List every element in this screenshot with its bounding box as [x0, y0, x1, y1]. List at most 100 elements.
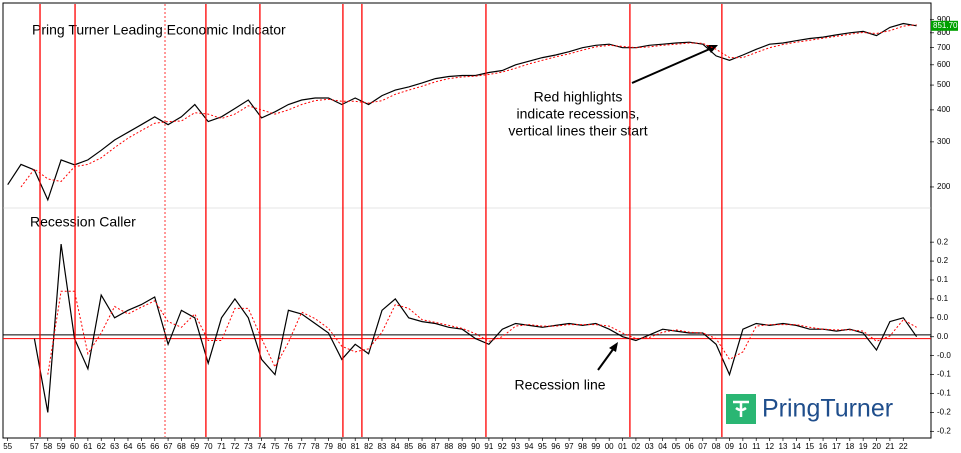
y-tick-label: 800 — [937, 28, 951, 37]
x-tick-label: 09 — [725, 442, 734, 451]
x-tick-label: 98 — [578, 442, 587, 451]
x-tick-label: 83 — [377, 442, 386, 451]
x-tick-label: 84 — [391, 442, 400, 451]
series-line — [7, 22, 917, 202]
x-tick-label: 81 — [351, 442, 360, 451]
x-tick-label: 20 — [872, 442, 881, 451]
chart-title: Pring Turner Leading Economic Indicator — [32, 22, 286, 38]
x-tick-label: 87 — [431, 442, 440, 451]
x-tick-label: 93 — [511, 442, 520, 451]
y-tick-label: -0.2 — [937, 408, 951, 417]
x-tick-label: 86 — [418, 442, 427, 451]
series-line — [33, 244, 918, 413]
x-tick-label: 65 — [137, 442, 146, 451]
x-tick-label: 00 — [605, 442, 614, 451]
x-tick-label: 88 — [444, 442, 453, 451]
current-value-box — [931, 20, 958, 31]
x-tick-label: 10 — [738, 442, 747, 451]
x-tick-label: 01 — [618, 442, 627, 451]
x-tick-label: 17 — [832, 442, 841, 451]
x-tick-label: 78 — [311, 442, 320, 451]
x-tick-label: 94 — [525, 442, 534, 451]
logo-glyph — [733, 400, 749, 417]
current-value-label: 851.70 — [933, 21, 958, 30]
x-tick-label: 58 — [43, 442, 52, 451]
x-tick-label: 59 — [57, 442, 66, 451]
x-tick-label: 18 — [845, 442, 854, 451]
series-line — [20, 24, 917, 188]
x-tick-label: 08 — [712, 442, 721, 451]
x-tick-label: 75 — [271, 442, 280, 451]
plot-frame — [2, 2, 932, 439]
annotation-arrow — [597, 347, 615, 371]
y-tick-label: 600 — [937, 60, 951, 69]
x-tick-label: 22 — [899, 442, 908, 451]
x-tick-label: 67 — [164, 442, 173, 451]
x-tick-label: 92 — [498, 442, 507, 451]
x-tick-label: 66 — [150, 442, 159, 451]
x-tick-label: 63 — [110, 442, 119, 451]
x-tick-label: 74 — [257, 442, 266, 451]
x-tick-label: 62 — [97, 442, 106, 451]
x-tick-label: 61 — [83, 442, 92, 451]
y-tick-label: -0.0 — [937, 351, 951, 360]
y-tick-label: 0.2 — [937, 256, 949, 265]
logo: PringTurner — [726, 394, 893, 424]
series-line — [47, 290, 917, 375]
x-tick-label: 60 — [70, 442, 79, 451]
y-tick-label: 700 — [937, 43, 951, 52]
y-tick-label: 0.0 — [937, 313, 949, 322]
y-tick-label: 0.1 — [937, 275, 949, 284]
x-tick-label: 02 — [631, 442, 640, 451]
x-tick-label: 11 — [752, 442, 761, 451]
y-tick-label: 0.0 — [937, 332, 949, 341]
x-tick-label: 05 — [672, 442, 681, 451]
x-tick-label: 15 — [805, 442, 814, 451]
x-tick-label: 72 — [230, 442, 239, 451]
x-tick-label: 07 — [698, 442, 707, 451]
x-tick-label: 97 — [565, 442, 574, 451]
x-tick-label: 71 — [217, 442, 226, 451]
x-tick-label: 16 — [819, 442, 828, 451]
x-tick-label: 76 — [284, 442, 293, 451]
arrow-head — [609, 342, 618, 352]
x-tick-label: 82 — [364, 442, 373, 451]
annotation: Red highlights — [534, 89, 623, 105]
x-tick-label: 95 — [538, 442, 547, 451]
chart-title: Recession Caller — [30, 214, 136, 230]
x-tick-label: 80 — [337, 442, 346, 451]
y-tick-label: 500 — [937, 80, 951, 89]
x-tick-label: 04 — [658, 442, 667, 451]
y-tick-label: 300 — [937, 137, 951, 146]
annotation: Recession line — [514, 377, 605, 393]
y-tick-label: -0.1 — [937, 389, 951, 398]
x-tick-label: 19 — [859, 442, 868, 451]
x-tick-label: 96 — [551, 442, 560, 451]
y-tick-label: -0.2 — [937, 426, 951, 435]
y-tick-label: 0.2 — [937, 237, 949, 246]
arrow-head — [706, 45, 718, 53]
x-tick-label: 77 — [297, 442, 306, 451]
x-tick-label: 57 — [30, 442, 39, 451]
x-tick-label: 90 — [471, 442, 480, 451]
x-tick-label: 14 — [792, 442, 801, 451]
x-tick-label: 21 — [885, 442, 894, 451]
x-tick-label: 70 — [204, 442, 213, 451]
y-tick-label: 0.1 — [937, 294, 949, 303]
x-tick-label: 85 — [404, 442, 413, 451]
x-tick-label: 99 — [591, 442, 600, 451]
x-tick-label: 64 — [124, 442, 133, 451]
x-tick-label: 91 — [484, 442, 493, 451]
y-tick-label: 200 — [937, 182, 951, 191]
x-tick-label: 79 — [324, 442, 333, 451]
x-tick-label: 69 — [190, 442, 199, 451]
y-tick-label: 400 — [937, 105, 951, 114]
y-tick-label: -0.1 — [937, 370, 951, 379]
x-tick-label: 03 — [645, 442, 654, 451]
y-tick-label: 900 — [937, 15, 951, 24]
annotation: vertical lines their start — [508, 123, 647, 139]
x-tick-label: 68 — [177, 442, 186, 451]
x-tick-label: 12 — [765, 442, 774, 451]
x-tick-label: 73 — [244, 442, 253, 451]
